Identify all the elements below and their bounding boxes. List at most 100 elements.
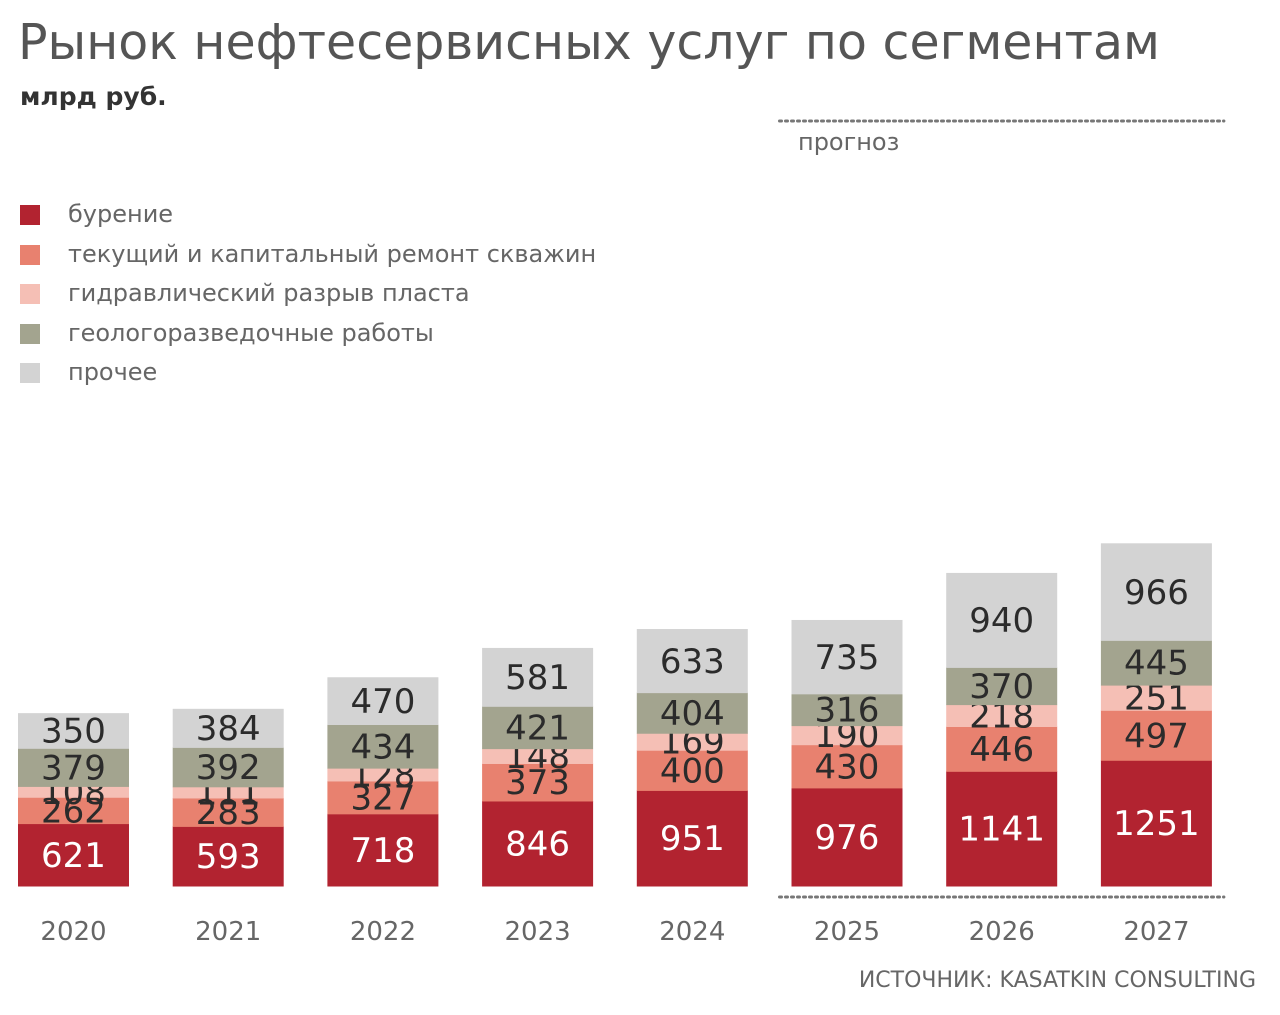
data-label-2024-4: 633	[660, 642, 725, 682]
source-note: ИСТОЧНИК: KASATKIN CONSULTING	[858, 968, 1256, 993]
bar-segment-2021-3	[172, 747, 284, 788]
legend-swatch	[20, 205, 40, 225]
data-label-2022-1: 327	[350, 778, 415, 818]
data-label-2027-3: 445	[1124, 644, 1189, 684]
bar-segment-2021-2	[172, 786, 284, 799]
data-label-2020-3: 379	[41, 748, 106, 788]
legend-item: геологоразведочные работы	[20, 317, 720, 349]
bar-segment-2026-3	[946, 667, 1058, 706]
x-tick-label-2023: 2023	[505, 917, 571, 947]
legend-item: гидравлический разрыв пласта	[20, 277, 720, 309]
bar-segment-2020-4	[18, 713, 129, 749]
data-label-2022-3: 434	[350, 727, 415, 767]
bar-segment-2024-0	[636, 790, 748, 887]
chart-title: Рынок нефтесервисных услуг по сегментам	[18, 14, 1161, 71]
bar-segment-2022-3	[327, 724, 439, 769]
data-label-2027-1: 497	[1124, 716, 1189, 756]
bar-segment-2025-0	[791, 787, 903, 887]
bar-segment-2026-0	[946, 771, 1058, 887]
legend-swatch	[20, 284, 40, 304]
data-label-2026-0: 1141	[958, 810, 1045, 850]
legend-label: гидравлический разрыв пласта	[68, 279, 470, 307]
bar-segment-2020-1	[18, 797, 129, 825]
data-label-2020-1: 262	[41, 791, 106, 831]
bar-segment-2024-1	[636, 750, 748, 791]
data-label-2027-4: 966	[1124, 573, 1189, 613]
legend-label: прочее	[68, 358, 158, 386]
bar-segment-2020-3	[18, 748, 129, 787]
data-label-2025-1: 430	[815, 747, 880, 787]
bar-segment-2021-4	[172, 708, 284, 748]
data-label-2020-4: 350	[41, 712, 106, 752]
bar-segment-2027-4	[1100, 543, 1212, 641]
legend-label: геологоразведочные работы	[68, 318, 434, 347]
legend-item: прочее	[20, 356, 720, 388]
bar-segment-2020-0	[18, 823, 129, 887]
bar-segment-2024-2	[636, 733, 748, 751]
data-label-2024-0: 951	[660, 819, 725, 859]
bar-segment-2027-2	[1100, 685, 1212, 711]
bar-segment-2025-1	[791, 744, 903, 789]
data-label-2021-4: 384	[196, 709, 261, 749]
x-tick-label-2025: 2025	[814, 917, 880, 947]
x-tick-label-2024: 2024	[659, 917, 725, 947]
forecast-label: прогноз	[798, 128, 900, 156]
data-label-2023-0: 846	[505, 824, 570, 864]
bar-segment-2025-2	[791, 725, 903, 746]
data-label-2023-3: 421	[505, 708, 570, 748]
legend-swatch	[20, 363, 40, 383]
data-label-2022-4: 470	[350, 682, 415, 722]
data-label-2025-3: 316	[815, 691, 880, 731]
data-label-2023-1: 373	[505, 763, 570, 803]
x-tick-label-2022: 2022	[350, 917, 416, 947]
legend-swatch	[20, 323, 40, 344]
data-label-2021-1: 283	[196, 793, 261, 833]
bar-segment-2021-0	[172, 826, 284, 887]
data-label-2020-0: 621	[41, 836, 106, 876]
data-label-2021-0: 593	[196, 837, 261, 877]
bar-segment-2027-0	[1100, 760, 1212, 887]
data-label-2025-4: 735	[815, 638, 880, 678]
bar-segment-2023-4	[482, 647, 594, 707]
data-label-2027-0: 1251	[1113, 804, 1200, 844]
bar-segment-2027-3	[1100, 640, 1212, 686]
data-label-2022-0: 718	[350, 831, 415, 871]
data-label-2023-4: 581	[505, 658, 570, 698]
bar-segment-2025-3	[791, 693, 903, 727]
data-label-2026-3: 370	[969, 667, 1034, 707]
bar-segment-2023-3	[482, 706, 594, 750]
data-label-2026-4: 940	[969, 601, 1034, 641]
bar-segment-2024-3	[636, 692, 748, 734]
x-tick-label-2026: 2026	[969, 917, 1035, 947]
data-label-2026-1: 446	[969, 730, 1034, 770]
data-label-2021-3: 392	[196, 748, 261, 788]
bar-segment-2026-1	[946, 726, 1058, 772]
bar-segment-2024-4	[636, 629, 748, 694]
legend-swatch	[20, 244, 40, 265]
bar-segment-2025-4	[791, 619, 903, 695]
bar-segment-2022-0	[327, 813, 439, 887]
bar-segment-2022-1	[327, 780, 439, 815]
x-tick-label-2020: 2020	[40, 917, 106, 947]
x-tick-label-2021: 2021	[195, 917, 261, 947]
bar-segment-2020-2	[18, 786, 129, 798]
bar-segment-2023-2	[482, 748, 594, 764]
bar-segment-2023-1	[482, 763, 594, 802]
bar-segment-2026-4	[946, 572, 1058, 668]
x-tick-label-2027: 2027	[1123, 917, 1189, 947]
legend-item: бурение	[20, 198, 720, 230]
bar-segment-2027-1	[1100, 710, 1212, 761]
bar-segment-2026-2	[946, 704, 1058, 728]
bar-segment-2022-4	[327, 677, 439, 725]
legend-item: текущий и капитальный ремонт скважин	[20, 238, 720, 270]
legend-label: бурение	[68, 200, 174, 228]
data-label-2025-0: 976	[815, 818, 880, 858]
legend-label: текущий и капитальный ремонт скважин	[68, 239, 597, 268]
chart-subtitle: млрд руб.	[20, 82, 167, 111]
bar-segment-2021-1	[172, 797, 284, 827]
bar-segment-2022-2	[327, 768, 439, 782]
bar-segment-2023-0	[482, 800, 594, 887]
data-label-2024-1: 400	[660, 751, 725, 791]
data-label-2024-3: 404	[660, 694, 725, 734]
